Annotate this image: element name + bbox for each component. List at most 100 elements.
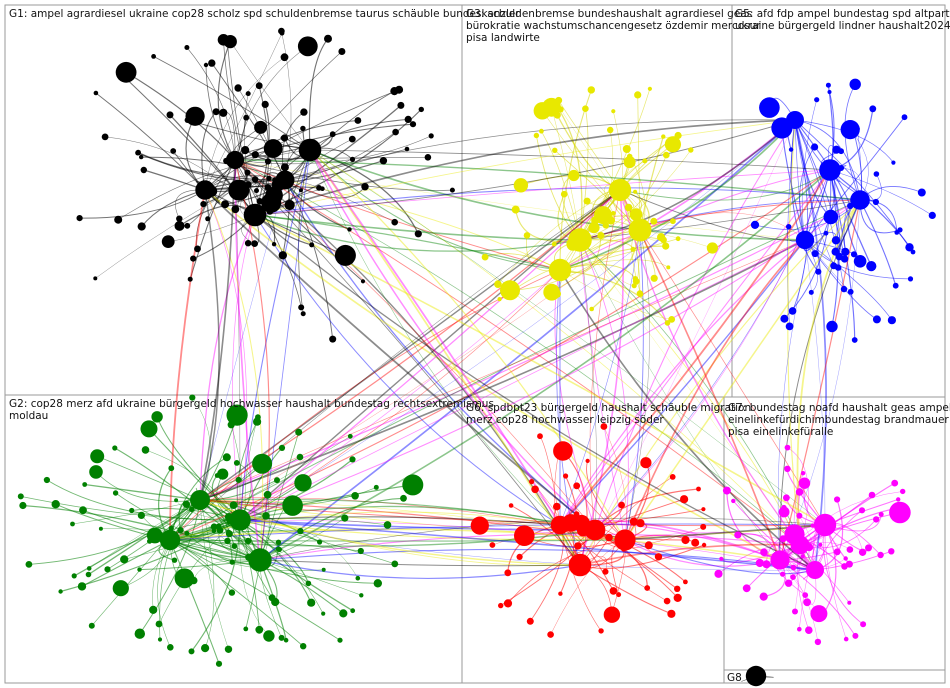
node: [600, 423, 608, 430]
node: [843, 556, 848, 561]
node: [910, 249, 916, 255]
node: [146, 527, 163, 544]
node: [548, 258, 572, 282]
edge: [239, 519, 816, 571]
node: [810, 605, 828, 623]
node: [329, 131, 336, 138]
node: [597, 232, 605, 240]
edge: [309, 149, 806, 241]
edge: [284, 179, 596, 531]
node: [873, 516, 880, 523]
node: [225, 150, 245, 170]
edge: [254, 214, 561, 271]
labels-layer: G1: ampel agrardiesel ukraine cop28 scho…: [9, 8, 950, 684]
edge: [169, 539, 220, 664]
node: [115, 61, 137, 83]
node: [379, 157, 388, 165]
node: [284, 199, 295, 211]
edge: [829, 108, 874, 171]
edge: [259, 119, 796, 561]
edge: [254, 214, 561, 526]
node: [348, 135, 356, 143]
node: [602, 568, 609, 575]
edge: [589, 189, 621, 531]
edge: [199, 498, 596, 531]
node: [673, 593, 682, 603]
edge: [559, 239, 806, 526]
node: [98, 526, 103, 531]
node: [634, 91, 642, 99]
node: [280, 163, 289, 172]
node: [814, 638, 822, 646]
node: [278, 634, 285, 641]
edge: [239, 519, 260, 630]
node: [591, 216, 600, 225]
node: [276, 546, 282, 553]
edge: [204, 160, 384, 191]
edge: [254, 214, 826, 526]
edge: [199, 159, 236, 501]
node: [788, 307, 797, 315]
node: [629, 517, 638, 526]
edge: [794, 119, 832, 218]
node: [892, 282, 899, 289]
node: [811, 250, 819, 258]
edge: [239, 518, 388, 526]
node: [650, 217, 658, 225]
edge: [91, 499, 201, 626]
node: [134, 628, 145, 639]
node: [275, 539, 282, 545]
node: [373, 579, 382, 588]
node: [587, 86, 595, 94]
node: [790, 574, 796, 580]
node: [734, 531, 742, 539]
node: [742, 584, 751, 593]
edge: [309, 149, 801, 546]
node: [245, 91, 251, 97]
group-label-g5-line1: G5: afd fdp ampel bundestag spd altparte…: [735, 8, 950, 20]
node: [847, 288, 854, 295]
edge: [204, 57, 285, 191]
node: [850, 190, 870, 210]
edge: [239, 519, 309, 584]
node: [373, 484, 379, 490]
edge: [199, 499, 229, 650]
node: [555, 449, 562, 456]
node: [89, 465, 103, 479]
node: [129, 507, 135, 514]
node: [834, 496, 841, 503]
edge: [804, 239, 826, 526]
node: [25, 561, 33, 568]
node: [608, 178, 632, 202]
edge: [804, 239, 893, 321]
node: [233, 460, 240, 466]
node: [234, 84, 242, 92]
node: [688, 147, 694, 153]
node: [849, 78, 861, 91]
node: [629, 208, 643, 221]
node: [278, 251, 287, 260]
node: [334, 244, 356, 266]
edge: [309, 149, 561, 526]
edge: [254, 187, 861, 216]
node: [305, 580, 312, 587]
node: [847, 600, 852, 605]
node: [497, 297, 502, 302]
edge: [234, 51, 343, 161]
node: [630, 246, 636, 252]
node: [280, 53, 289, 62]
edge: [579, 199, 861, 241]
node: [137, 567, 142, 572]
node: [691, 538, 700, 547]
node: [397, 101, 405, 109]
node: [151, 54, 157, 59]
node: [598, 628, 604, 634]
node: [553, 441, 573, 461]
node: [553, 502, 561, 511]
node: [784, 579, 793, 587]
node: [523, 232, 531, 239]
edge: [579, 199, 861, 566]
edge: [199, 456, 301, 501]
node: [603, 606, 621, 623]
group-panels: [4, 4, 946, 684]
